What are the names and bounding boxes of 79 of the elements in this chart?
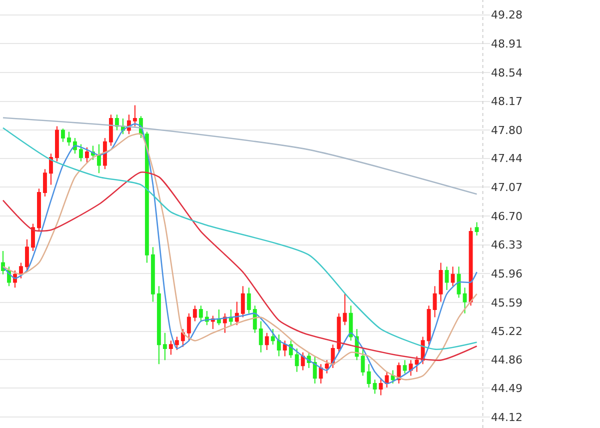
candlestick: [444, 266, 449, 291]
candlestick: [216, 309, 221, 326]
candlestick: [408, 360, 413, 376]
candlestick: [67, 131, 71, 146]
candlestick: [49, 153, 53, 186]
candlestick: [246, 287, 251, 314]
candlestick: [1, 250, 5, 275]
candlestick: [384, 371, 389, 388]
candlestick: [198, 305, 203, 322]
candlestick: [61, 128, 65, 142]
y-tick-label: 46.70: [491, 210, 522, 223]
candlestick: [55, 126, 59, 162]
y-tick-label: 47.07: [491, 180, 522, 194]
y-tick-label: 47.44: [491, 152, 522, 166]
candlestick: [31, 223, 35, 252]
y-tick-label: 44.49: [491, 382, 522, 396]
candlestick: [25, 238, 29, 272]
line-series: [2, 117, 478, 195]
y-tick-label: 47.80: [491, 124, 522, 138]
candlestick: [438, 262, 443, 302]
candlestick: [43, 168, 47, 197]
candlestick: [390, 370, 395, 384]
candlestick: [300, 352, 305, 371]
candlestick: [192, 305, 197, 322]
y-tick-label: 48.91: [491, 38, 522, 51]
y-tick-label: 45.96: [491, 267, 522, 280]
candlestick: [462, 287, 467, 314]
candlestick: [450, 266, 455, 287]
candlestick: [324, 360, 329, 374]
candlestick: [234, 301, 239, 326]
candlestick: [270, 328, 275, 346]
candlestick: [264, 332, 269, 351]
candlestick: [372, 379, 377, 394]
candlestick: [378, 378, 383, 396]
candlestick: [174, 336, 179, 351]
line-series: [2, 172, 478, 361]
candlestick: [318, 364, 323, 384]
candlestick: [366, 364, 371, 388]
y-tick-label: 45.59: [491, 296, 522, 310]
candlestick: [336, 312, 341, 353]
candlestick: [282, 340, 287, 357]
y-tick-label: 49.28: [491, 8, 522, 22]
candlestick: [258, 320, 263, 353]
y-tick-label: 44.12: [491, 410, 522, 424]
candlestick: [474, 222, 479, 236]
candlestick: [132, 104, 137, 127]
candlestick: [144, 131, 149, 264]
candlestick: [85, 146, 89, 164]
y-tick-label: 44.86: [491, 353, 522, 366]
y-tick-label: 48.17: [491, 95, 522, 108]
candlestick: [426, 305, 431, 346]
y-tick-label: 46.33: [491, 238, 522, 252]
candlestick: [276, 334, 281, 357]
candlestick: [240, 286, 245, 318]
candlestick: [456, 266, 461, 298]
candlestick: [342, 293, 347, 326]
candlestick: [294, 348, 299, 372]
candlestick: [150, 246, 155, 302]
candlestick: [162, 332, 167, 361]
y-tick-label: 45.22: [491, 325, 522, 338]
candlestick: [96, 144, 101, 174]
candlestick: [168, 340, 173, 356]
candlestick: [432, 286, 437, 318]
candlestick: [180, 328, 185, 348]
candlestick: [156, 286, 161, 365]
candlestick: [312, 356, 317, 384]
candlestick: [19, 262, 23, 279]
candlestick: [402, 360, 407, 374]
y-tick-label: 48.54: [491, 66, 522, 80]
candlestick: [468, 227, 473, 306]
candlestick: [228, 309, 233, 326]
candlestick: [186, 312, 191, 342]
candlestick: [414, 356, 419, 372]
candlestick: [102, 137, 107, 170]
candlestick: [108, 114, 113, 146]
candlestick: [37, 188, 41, 232]
candlestick: [360, 348, 365, 376]
candlestick: [348, 305, 353, 342]
candlestick: [79, 144, 83, 162]
